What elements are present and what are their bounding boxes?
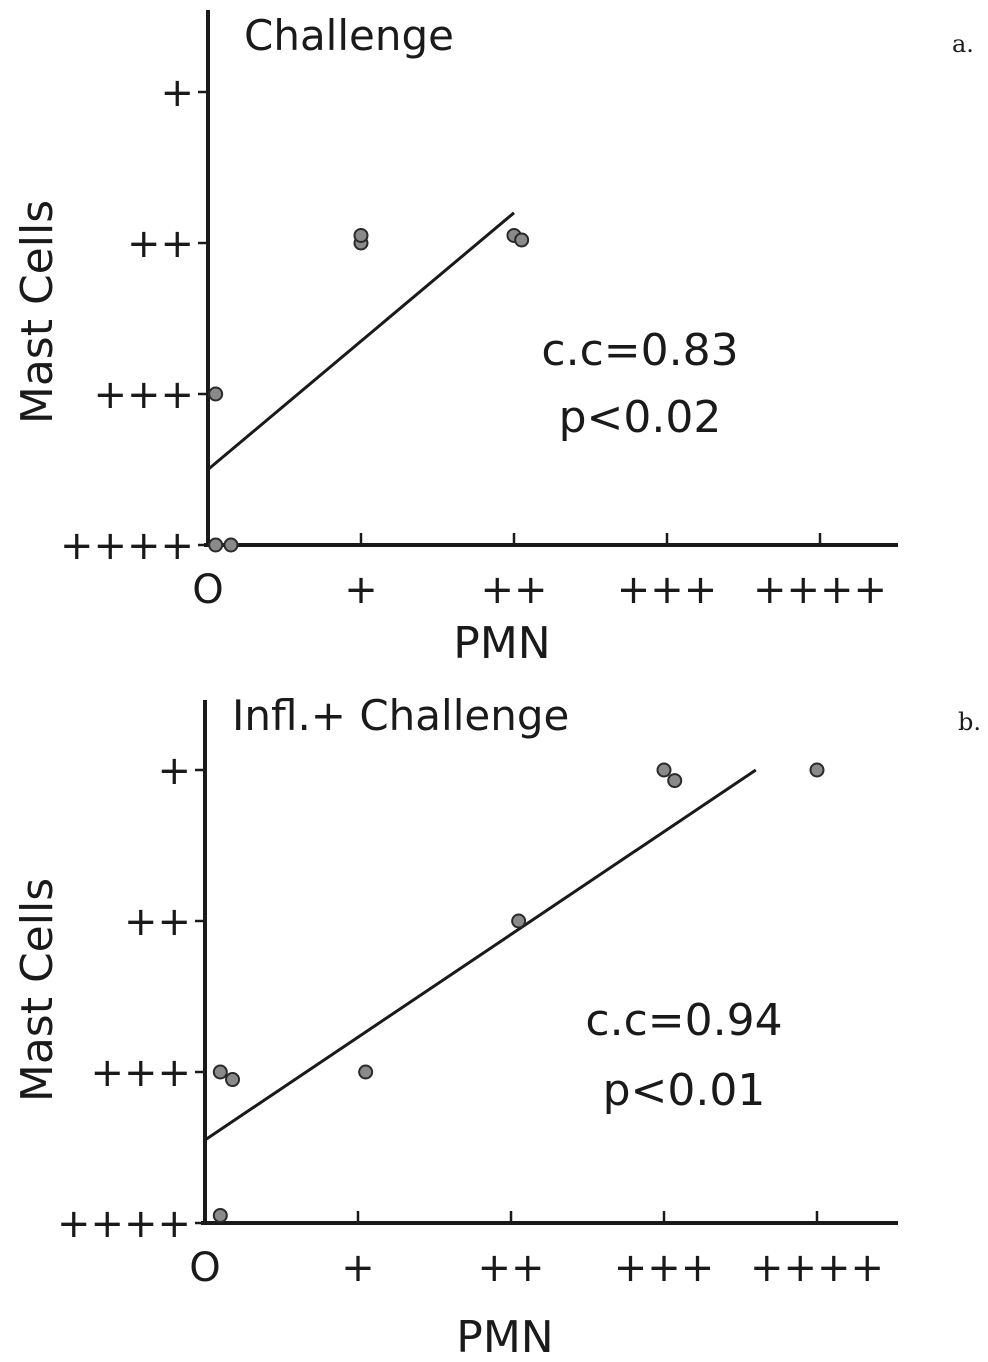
y-tick-label: ++++ bbox=[57, 1201, 191, 1247]
x-tick-label: +++ bbox=[614, 1245, 715, 1291]
data-point bbox=[225, 1072, 241, 1088]
panel-b: O + ++ +++ ++++++++++++++Infl.+ Challenge b.P… bbox=[12, 691, 981, 1362]
data-point bbox=[212, 1064, 228, 1080]
data-point bbox=[208, 537, 224, 553]
x-tick-label: O bbox=[192, 567, 223, 613]
data-point bbox=[208, 386, 224, 402]
p-value-annotation: p<0.02 bbox=[559, 392, 722, 443]
x-tick-label: ++++ bbox=[750, 1245, 884, 1291]
data-point bbox=[212, 1207, 228, 1223]
x-tick-label: O bbox=[189, 1245, 220, 1291]
x-axis-label: PMN bbox=[456, 1312, 553, 1362]
data-point bbox=[656, 762, 672, 778]
data-point bbox=[667, 773, 683, 789]
y-tick-label: ++ bbox=[127, 221, 194, 267]
data-point bbox=[223, 537, 239, 553]
y-tick-label: + bbox=[160, 70, 194, 116]
x-tick-label: ++++ bbox=[753, 567, 887, 613]
chart-title: Infl.+ Challenge bbox=[232, 691, 569, 740]
x-tick-label: + bbox=[344, 567, 378, 613]
data-point bbox=[358, 1064, 374, 1080]
panel-label: a. bbox=[952, 30, 974, 58]
data-point bbox=[353, 227, 369, 243]
panel-a: O + ++ +++ ++++++++++++++Challenge a.PMNMast … bbox=[12, 10, 974, 669]
data-point bbox=[809, 762, 825, 778]
x-axis-label: PMN bbox=[453, 618, 550, 669]
x-tick-label: ++ bbox=[480, 567, 547, 613]
correlation-annotation: c.c=0.94 bbox=[585, 995, 782, 1046]
data-point bbox=[514, 232, 530, 248]
x-tick-label: ++ bbox=[477, 1245, 544, 1291]
y-tick-label: ++++ bbox=[60, 523, 194, 569]
correlation-annotation: c.c=0.83 bbox=[541, 325, 738, 376]
regression-line bbox=[204, 768, 757, 1142]
regression-line bbox=[207, 211, 515, 471]
chart-title: Challenge bbox=[244, 11, 454, 60]
x-tick-label: +++ bbox=[617, 567, 718, 613]
y-tick-label: + bbox=[157, 748, 191, 794]
y-axis-label: Mast Cells bbox=[12, 200, 63, 424]
panel-label: b. bbox=[958, 708, 981, 736]
y-tick-label: +++ bbox=[90, 1050, 191, 1096]
y-tick-label: +++ bbox=[93, 372, 194, 418]
p-value-annotation: p<0.01 bbox=[603, 1065, 766, 1116]
x-tick-label: + bbox=[341, 1245, 375, 1291]
y-tick-label: ++ bbox=[124, 899, 191, 945]
data-point bbox=[511, 913, 527, 929]
y-axis-label: Mast Cells bbox=[12, 878, 63, 1102]
